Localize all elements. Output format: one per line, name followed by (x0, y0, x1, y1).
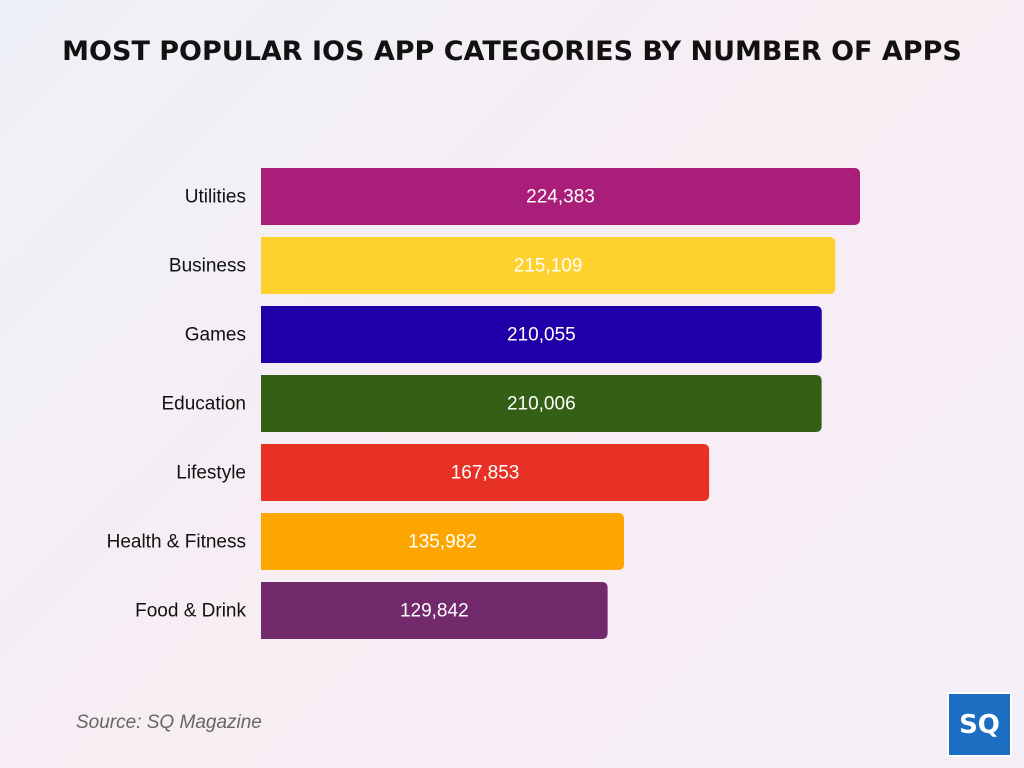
bar (261, 168, 860, 225)
bar (261, 582, 608, 639)
value-label: 135,982 (408, 532, 477, 553)
value-label: 215,109 (514, 256, 583, 277)
bar (261, 444, 710, 501)
value-label: 167,853 (451, 463, 520, 484)
chart-title: MOST POPULAR IOS APP CATEGORIES BY NUMBE… (62, 36, 962, 67)
category-label: Games (185, 325, 246, 346)
bar (261, 306, 822, 363)
value-label: 224,383 (526, 187, 595, 208)
bar (261, 375, 822, 432)
category-label: Education (161, 394, 246, 415)
category-label: Utilities (185, 187, 246, 208)
logo: SQ (947, 692, 1012, 757)
bar (261, 237, 836, 294)
bar (261, 513, 625, 570)
source-note: Source: SQ Magazine (76, 712, 262, 733)
category-label: Health & Fitness (107, 532, 246, 553)
category-label: Business (169, 256, 246, 277)
category-label: Food & Drink (135, 601, 246, 622)
category-label: Lifestyle (176, 463, 246, 484)
value-label: 210,055 (507, 325, 576, 346)
value-label: 129,842 (400, 601, 469, 622)
value-label: 210,006 (507, 394, 576, 415)
